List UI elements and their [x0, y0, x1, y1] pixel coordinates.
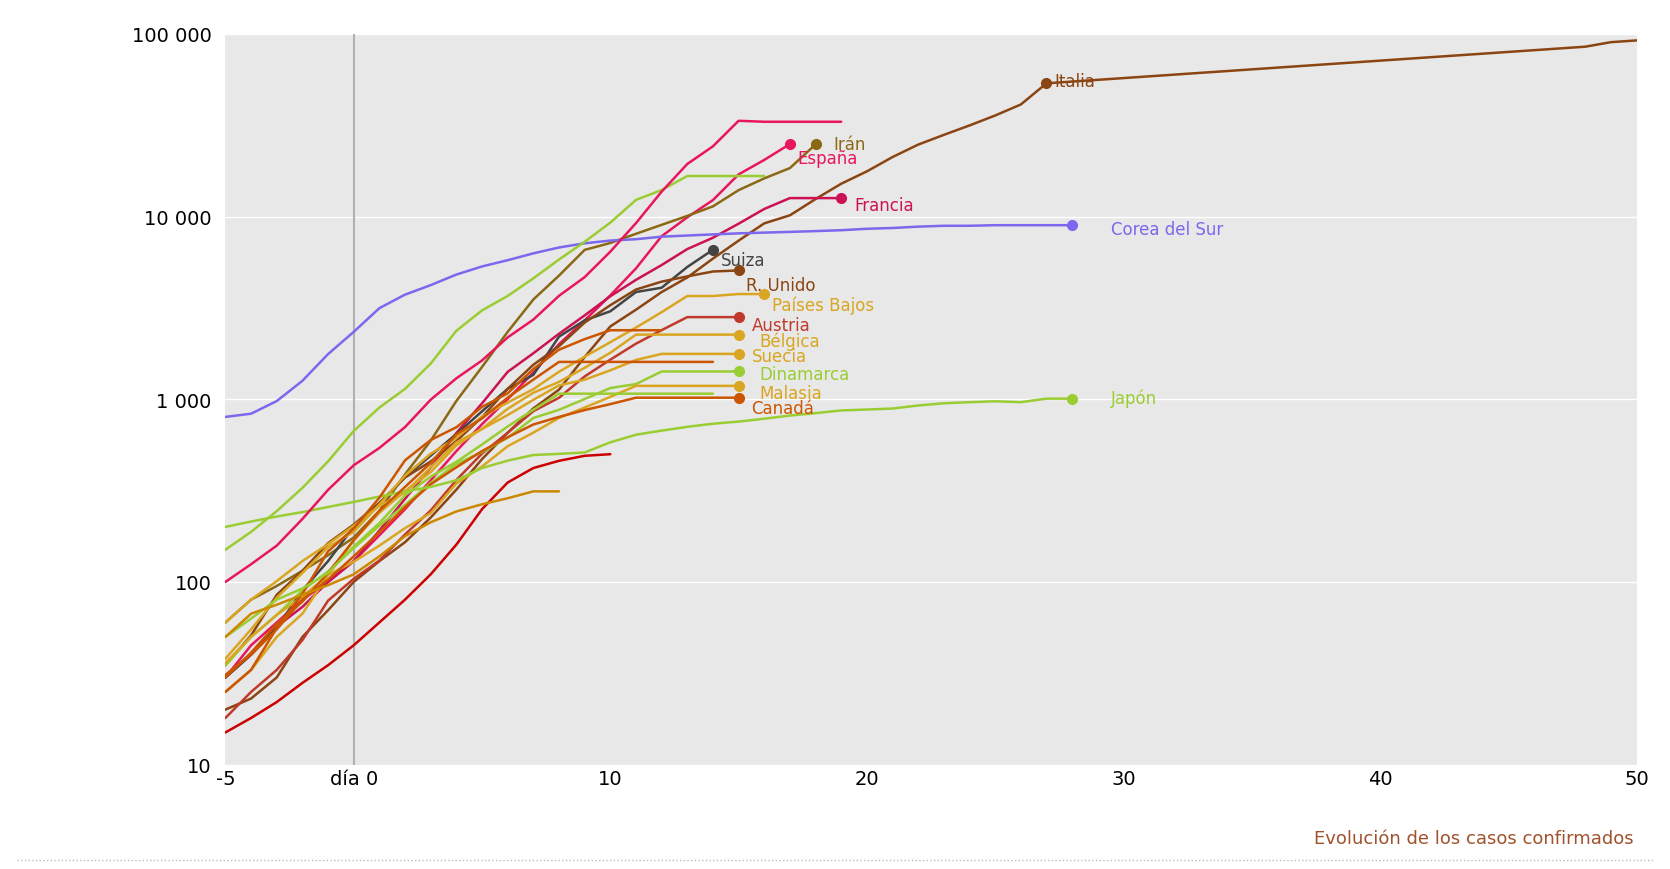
- Text: Suecia: Suecia: [752, 348, 807, 365]
- Text: Suiza: Suiza: [721, 251, 765, 269]
- Text: Evolución de los casos confirmados: Evolución de los casos confirmados: [1314, 829, 1633, 847]
- Text: R. Unido: R. Unido: [746, 277, 815, 295]
- Text: España: España: [798, 149, 858, 168]
- Text: Irán: Irán: [833, 136, 867, 154]
- Text: Canadá: Canadá: [752, 399, 815, 417]
- Text: Japón: Japón: [1111, 389, 1157, 408]
- Text: Bélgica: Bélgica: [760, 332, 820, 350]
- Text: Austria: Austria: [752, 316, 810, 335]
- Text: Corea del Sur: Corea del Sur: [1111, 221, 1222, 239]
- Text: Malasia: Malasia: [760, 385, 822, 402]
- Text: Países Bajos: Países Bajos: [772, 295, 873, 315]
- Text: Francia: Francia: [853, 197, 913, 216]
- Text: Dinamarca: Dinamarca: [760, 365, 850, 383]
- Text: Italia: Italia: [1054, 73, 1096, 91]
